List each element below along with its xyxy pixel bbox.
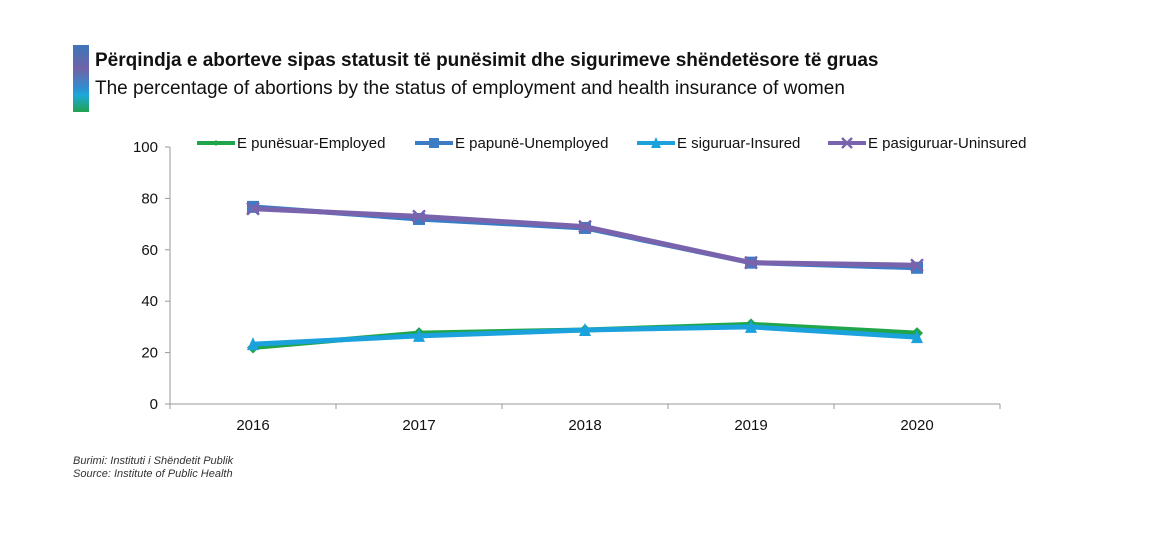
x-tick-label: 2016 [236, 417, 269, 434]
x-tick-label: 2019 [734, 417, 767, 434]
data-point-uninsured [578, 219, 592, 234]
legend-marker-employed [213, 140, 219, 146]
legend-label-employed: E punësuar-Employed [237, 135, 385, 152]
x-tick-label: 2018 [568, 417, 601, 434]
y-tick-label: 80 [141, 190, 158, 207]
series-line-unemployed [252, 204, 918, 271]
data-point-uninsured [910, 258, 924, 273]
legend-label-uninsured: E pasiguruar-Uninsured [868, 135, 1026, 152]
data-point-uninsured [412, 209, 426, 224]
x-tick-label: 2017 [402, 417, 435, 434]
y-tick-label: 40 [141, 293, 158, 310]
data-point-insured [247, 337, 259, 351]
title-color-bar [73, 45, 89, 112]
y-tick-label: 20 [141, 345, 158, 362]
data-point-insured [579, 322, 591, 336]
data-point-uninsured [744, 255, 758, 270]
x-tick-label: 2020 [900, 417, 933, 434]
data-point-insured [413, 328, 425, 342]
data-point-uninsured [246, 201, 260, 216]
legend-marker-unemployed [429, 138, 439, 148]
legend-label-insured: E siguruar-Insured [677, 135, 800, 152]
legend-marker-uninsured [841, 137, 853, 149]
legend-label-unemployed: E papunë-Unemployed [455, 135, 608, 152]
legend-marker-insured [651, 137, 661, 148]
y-tick-label: 100 [133, 139, 158, 156]
y-tick-label: 0 [150, 396, 158, 413]
source-english: Source: Institute of Public Health [73, 468, 233, 480]
series-line-uninsured [252, 206, 918, 268]
y-tick-label: 60 [141, 242, 158, 259]
chart-title-albanian: Përqindja e aborteve sipas statusit të p… [95, 50, 879, 71]
data-point-insured [745, 319, 757, 333]
chart-title-english: The percentage of abortions by the statu… [95, 78, 845, 99]
source-albanian: Burimi: Instituti i Shëndetit Publik [73, 455, 234, 467]
data-point-insured [911, 330, 923, 344]
